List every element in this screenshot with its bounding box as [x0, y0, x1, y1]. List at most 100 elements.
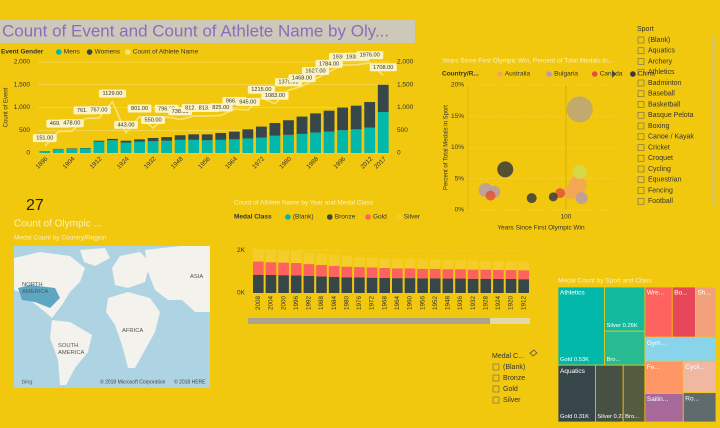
- bar: [107, 140, 118, 153]
- bar: [341, 277, 353, 293]
- bar: [493, 278, 504, 293]
- checkbox[interactable]: [637, 122, 645, 130]
- bar: [341, 256, 353, 267]
- x-tick-label: 1988: [318, 296, 325, 311]
- bar: [52, 149, 64, 153]
- y-tick-label: 1,500: [14, 81, 31, 88]
- checkbox[interactable]: [637, 90, 645, 98]
- bar: [337, 107, 349, 131]
- map-label-line: ASIA: [190, 274, 203, 280]
- slicer-scrollbar[interactable]: [712, 36, 715, 206]
- slicer-item: Baseball: [648, 91, 675, 98]
- eraser-icon[interactable]: [529, 349, 538, 357]
- checkbox[interactable]: [637, 47, 645, 55]
- checkbox[interactable]: [492, 385, 500, 393]
- bar: [310, 113, 321, 133]
- y-axis-title: Count of Event: [4, 87, 10, 127]
- x-tick-label: 1928: [482, 296, 489, 311]
- bar: [201, 140, 213, 153]
- bar: [188, 134, 200, 140]
- legend-arrow[interactable]: [612, 70, 616, 78]
- treemap-cell-label: Silver 0.23K: [597, 414, 628, 420]
- checkbox[interactable]: [637, 176, 645, 184]
- bar: [201, 134, 213, 141]
- treemap-cell: [557, 364, 596, 423]
- map-label-line: NORTH: [22, 282, 43, 288]
- treemap-group-label: Gym...: [647, 340, 666, 347]
- bar: [379, 277, 390, 293]
- bar: [429, 278, 441, 293]
- x-tick-label: 1980: [343, 296, 350, 311]
- map-label-line: AMERICA: [22, 289, 49, 295]
- legend-marker: [125, 49, 131, 55]
- scrollbar-thumb[interactable]: [248, 318, 490, 324]
- bar: [377, 112, 389, 153]
- legend-marker: [497, 71, 503, 77]
- bar: [429, 259, 441, 269]
- x-tick-label: 2004: [268, 296, 275, 311]
- bar: [518, 270, 529, 280]
- bar: [366, 277, 378, 293]
- bar: [392, 278, 403, 293]
- y2-tick-label: 0: [397, 150, 401, 157]
- treemap-cell: [682, 360, 717, 394]
- data-label: 1129.00: [103, 91, 123, 97]
- y-tick-label: 10%: [451, 144, 464, 151]
- checkbox[interactable]: [637, 101, 645, 108]
- legend-label: Mens: [64, 49, 81, 56]
- cell-name: Silver: [597, 414, 612, 420]
- bar: [265, 249, 277, 263]
- data-label-box: [288, 74, 316, 83]
- slicer-title: Medal C...: [492, 353, 524, 360]
- checkbox[interactable]: [637, 36, 645, 44]
- cell-name: Bro...: [625, 414, 639, 420]
- map-title: Medal Count by Country/Region: [14, 235, 107, 242]
- checkbox[interactable]: [637, 133, 645, 141]
- checkbox[interactable]: [637, 68, 645, 76]
- legend-label: Bulgaria: [554, 71, 578, 78]
- legend-marker: [546, 71, 552, 77]
- checkbox[interactable]: [637, 79, 645, 87]
- checkbox[interactable]: [492, 374, 500, 382]
- checkbox[interactable]: [637, 187, 645, 194]
- map-label: SOUTH AMERICA: [58, 343, 85, 356]
- bar: [493, 269, 504, 279]
- map-credit: © 2018 HERE: [174, 378, 206, 385]
- data-label-box: [98, 89, 127, 98]
- checkbox[interactable]: [492, 396, 500, 404]
- treemap-group-label: Ro...: [685, 395, 699, 402]
- bubble: [548, 192, 558, 202]
- map-logo: bing: [22, 379, 32, 385]
- bubble: [485, 190, 496, 201]
- y-tick-label: 2K: [237, 247, 246, 254]
- bar: [442, 260, 454, 270]
- checkbox[interactable]: [492, 363, 500, 371]
- bar: [253, 274, 264, 293]
- legend-marker: [365, 214, 371, 220]
- map-credit: © 2018 Microsoft Corporation: [100, 378, 166, 385]
- checkbox[interactable]: [637, 197, 645, 205]
- checkbox[interactable]: [637, 165, 645, 173]
- bar: [174, 139, 186, 153]
- legend-title: Event Gender: [1, 49, 44, 56]
- x-tick-label: 1968: [381, 296, 388, 311]
- bar: [455, 260, 466, 270]
- data-label: 945.00: [239, 99, 256, 105]
- bar: [147, 141, 159, 153]
- data-label: 813.00: [199, 105, 216, 111]
- bar: [215, 132, 227, 140]
- chart-subtitle: Count of Athlete Name by Year and Medal …: [234, 200, 374, 207]
- checkbox[interactable]: [637, 58, 645, 65]
- bar: [379, 267, 390, 278]
- bar: [480, 269, 492, 279]
- checkbox[interactable]: [637, 154, 645, 162]
- bar: [364, 102, 376, 128]
- treemap-group-label: Sh...: [697, 290, 711, 297]
- checkbox[interactable]: [637, 111, 645, 119]
- y-tick-label: 5%: [455, 175, 465, 182]
- checkbox[interactable]: [637, 144, 645, 151]
- bar: [392, 268, 403, 279]
- slicer-item: Aquatics: [648, 48, 675, 55]
